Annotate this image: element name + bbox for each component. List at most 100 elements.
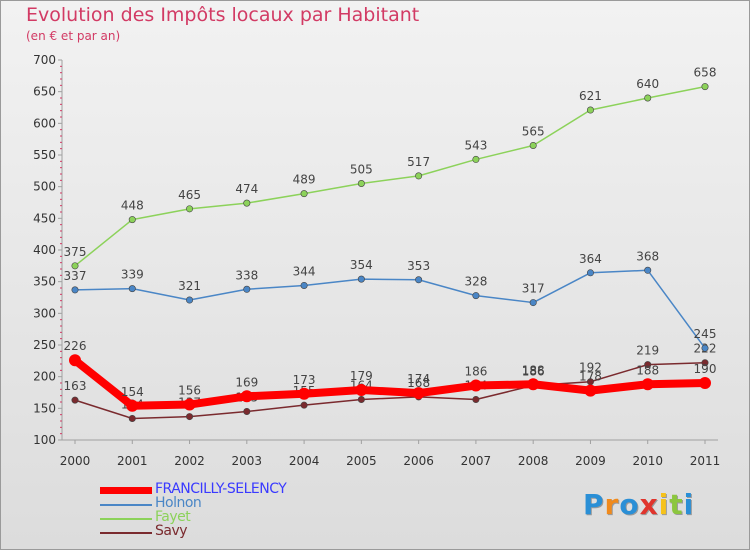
data-point — [71, 286, 79, 294]
data-point — [584, 384, 597, 397]
y-tick-label: 400 — [33, 243, 56, 257]
logo-letter: r — [604, 488, 620, 521]
series-line — [74, 85, 706, 267]
data-point — [701, 344, 709, 352]
data-label: 179 — [350, 369, 373, 383]
series-line — [74, 269, 706, 349]
chart-subtitle: (en € et par an) — [26, 29, 121, 43]
data-label: 328 — [464, 275, 487, 289]
data-label: 321 — [178, 279, 201, 293]
logo-letter: x — [639, 488, 659, 521]
data-point — [126, 399, 139, 412]
y-tick-label: 700 — [33, 53, 56, 67]
data-point — [527, 378, 540, 391]
data-label: 354 — [350, 258, 373, 272]
logo-letter: o — [619, 488, 640, 521]
data-point — [644, 266, 652, 274]
data-point — [186, 296, 194, 304]
data-label: 489 — [293, 173, 316, 187]
data-point — [69, 354, 81, 367]
legend-label: Holnon — [155, 495, 202, 511]
data-point — [355, 383, 368, 396]
data-label: 465 — [178, 188, 201, 202]
chart-title: Evolution des Impôts locaux par Habitant — [26, 4, 420, 26]
data-label: 168 — [407, 376, 430, 390]
data-label: 640 — [636, 77, 659, 91]
data-point — [357, 180, 365, 188]
data-label: 169 — [235, 375, 258, 389]
x-tick-label: 2005 — [346, 454, 377, 468]
data-point — [415, 172, 423, 180]
logo-letter: i — [683, 488, 695, 521]
data-label: 565 — [522, 125, 545, 139]
data-point — [186, 413, 194, 421]
data-label: 188 — [636, 363, 659, 377]
data-label: 337 — [64, 269, 87, 283]
data-point — [128, 285, 136, 293]
data-label: 190 — [694, 362, 717, 376]
series-fayet: 375 448 465 474 489 505 517 543 565 621 640 658 — [64, 66, 717, 270]
data-label: 353 — [407, 259, 430, 273]
data-point — [472, 292, 480, 300]
logo-letter: i — [658, 488, 670, 521]
data-label: 474 — [235, 182, 258, 196]
y-tick-label: 150 — [33, 401, 56, 415]
y-tick-label: 550 — [33, 148, 56, 162]
data-point — [701, 83, 709, 91]
x-tick-label: 2010 — [632, 454, 663, 468]
series-savy: 163134137145155164168164186192219222 — [64, 342, 716, 422]
legend-swatch — [100, 518, 152, 520]
data-label: 317 — [522, 282, 545, 296]
data-label: 339 — [121, 268, 144, 282]
data-point — [415, 276, 423, 284]
data-label: 174 — [407, 372, 430, 386]
x-tick-label: 2011 — [690, 454, 721, 468]
data-point — [644, 94, 652, 102]
data-point — [412, 387, 425, 400]
data-point — [71, 262, 79, 270]
data-point — [529, 142, 537, 150]
y-tick-label: 300 — [33, 306, 56, 320]
line-chart: 100 150 200 250 300 350 400 450 500 550 600 650 700 2… — [33, 53, 721, 468]
data-point — [300, 281, 308, 289]
series-layer: 163134137145155164168164186192219222 337 3… — [64, 66, 717, 422]
data-point — [586, 106, 594, 114]
series-line — [71, 356, 709, 410]
x-tick-label: 2006 — [403, 454, 434, 468]
series-line — [74, 361, 706, 420]
data-point — [644, 361, 652, 369]
data-point — [357, 275, 365, 283]
legend-swatch — [100, 532, 152, 534]
proxiti-logo: Proxiti — [583, 488, 694, 521]
x-tick-label: 2004 — [289, 454, 320, 468]
x-tick-label: 2009 — [575, 454, 606, 468]
data-point — [701, 359, 709, 367]
y-tick-label: 350 — [33, 275, 56, 289]
x-tick-label: 2008 — [518, 454, 549, 468]
data-point — [128, 414, 136, 422]
data-point — [300, 401, 308, 409]
y-tick-label: 200 — [33, 370, 56, 384]
y-tick-label: 600 — [33, 116, 56, 130]
data-label: 621 — [579, 89, 602, 103]
legend-label: FRANCILLY-SELENCY — [155, 481, 287, 497]
x-tick-label: 2003 — [232, 454, 263, 468]
data-label: 188 — [522, 363, 545, 377]
data-point — [243, 285, 251, 293]
data-label: 658 — [694, 66, 717, 80]
y-tick-label: 100 — [33, 433, 56, 447]
data-label: 505 — [350, 163, 373, 177]
y-tick-label: 650 — [33, 85, 56, 99]
data-label: 364 — [579, 252, 602, 266]
data-label: 178 — [579, 370, 602, 384]
data-label: 163 — [64, 379, 87, 393]
legend-swatch — [100, 487, 152, 494]
legend-label: Savy — [155, 523, 188, 539]
x-tick-label: 2000 — [60, 454, 91, 468]
data-point — [699, 377, 711, 389]
data-label: 517 — [407, 155, 430, 169]
data-point — [243, 199, 251, 207]
data-point — [243, 407, 251, 415]
data-label: 543 — [464, 138, 487, 152]
data-point — [186, 205, 194, 213]
